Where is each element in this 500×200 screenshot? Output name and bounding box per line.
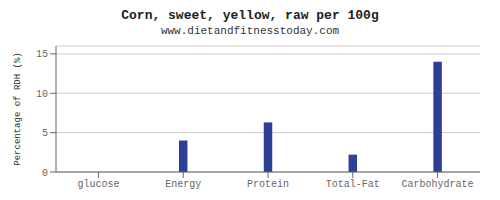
html-text:Corn, sweet, yellow, raw per 1: Corn, sweet, yellow, raw per 100g (121, 8, 379, 23)
svg-text:10: 10 (36, 89, 48, 100)
svg-text:0: 0 (42, 168, 48, 179)
svg-text:Percentage of RDH (%): Percentage of RDH (%) (13, 52, 23, 165)
svg-text:Carbohydrate: Carbohydrate (402, 179, 474, 190)
svg-text:Total-Fat: Total-Fat (326, 179, 380, 190)
html-text:www.dietandfitnesstoday.com: www.dietandfitnesstoday.com (160, 25, 340, 37)
svg-text:Energy: Energy (165, 179, 201, 190)
svg-text:glucose: glucose (77, 179, 119, 190)
svg-text:5: 5 (42, 128, 48, 139)
svg-text:15: 15 (36, 49, 48, 60)
svg-text:Protein: Protein (247, 179, 289, 190)
